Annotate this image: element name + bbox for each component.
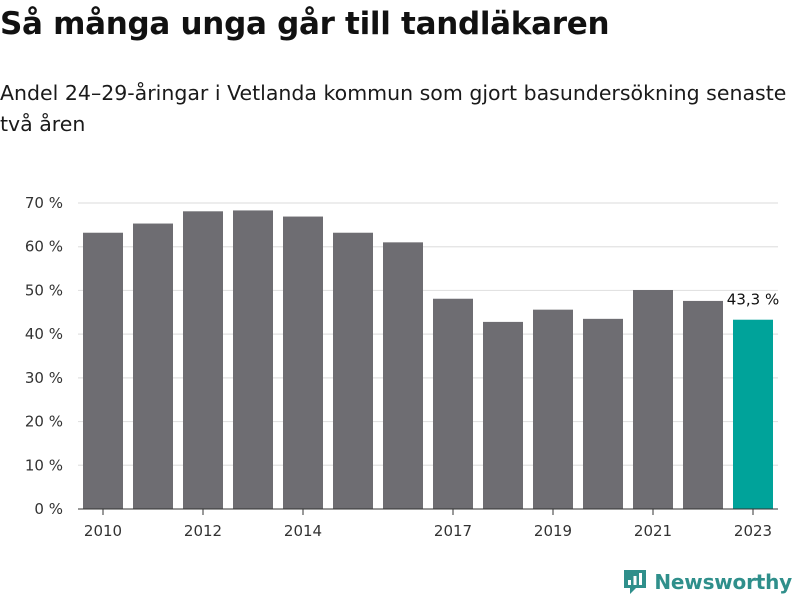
chart-title: Så många unga går till tandläkaren	[0, 6, 610, 42]
bar	[583, 318, 623, 509]
value-label: 43,3 %	[727, 291, 779, 309]
bar	[533, 309, 573, 509]
bar	[483, 321, 523, 509]
bar	[133, 223, 173, 509]
y-tick-label: 40 %	[25, 325, 63, 343]
x-tick-label: 2012	[184, 522, 222, 540]
newsworthy-logo-icon	[624, 570, 647, 594]
bar	[183, 211, 223, 509]
y-tick-label: 50 %	[25, 281, 63, 299]
x-tick-label: 2021	[634, 522, 672, 540]
x-tick-label: 2014	[284, 522, 322, 540]
bar	[233, 210, 273, 509]
bar	[733, 319, 773, 509]
bar	[83, 232, 123, 509]
bar	[433, 298, 473, 509]
x-tick-label: 2017	[434, 522, 472, 540]
bar	[333, 232, 373, 509]
brand-name: Newsworthy	[654, 570, 792, 594]
y-tick-label: 10 %	[25, 456, 63, 474]
x-tick-label: 2010	[84, 522, 122, 540]
y-tick-label: 0 %	[34, 500, 63, 518]
bar-chart: 0 % 10 % 20 % 30 % 40 % 50 % 60 % 70 % 2010 2012 2…	[25, 194, 779, 540]
chart-subtitle: Andel 24–29-åringar i Vetlanda kommun so…	[0, 81, 787, 136]
x-tick-label: 2019	[534, 522, 572, 540]
y-tick-label: 60 %	[25, 238, 63, 256]
y-tick-label: 20 %	[25, 413, 63, 431]
brand-logo: Newsworthy	[622, 568, 792, 596]
x-tick-label: 2023	[734, 522, 772, 540]
y-tick-label: 30 %	[25, 369, 63, 387]
bar	[633, 289, 673, 509]
bar	[383, 242, 423, 510]
bar	[283, 216, 323, 509]
y-tick-label: 70 %	[25, 194, 63, 212]
bar	[683, 300, 723, 509]
